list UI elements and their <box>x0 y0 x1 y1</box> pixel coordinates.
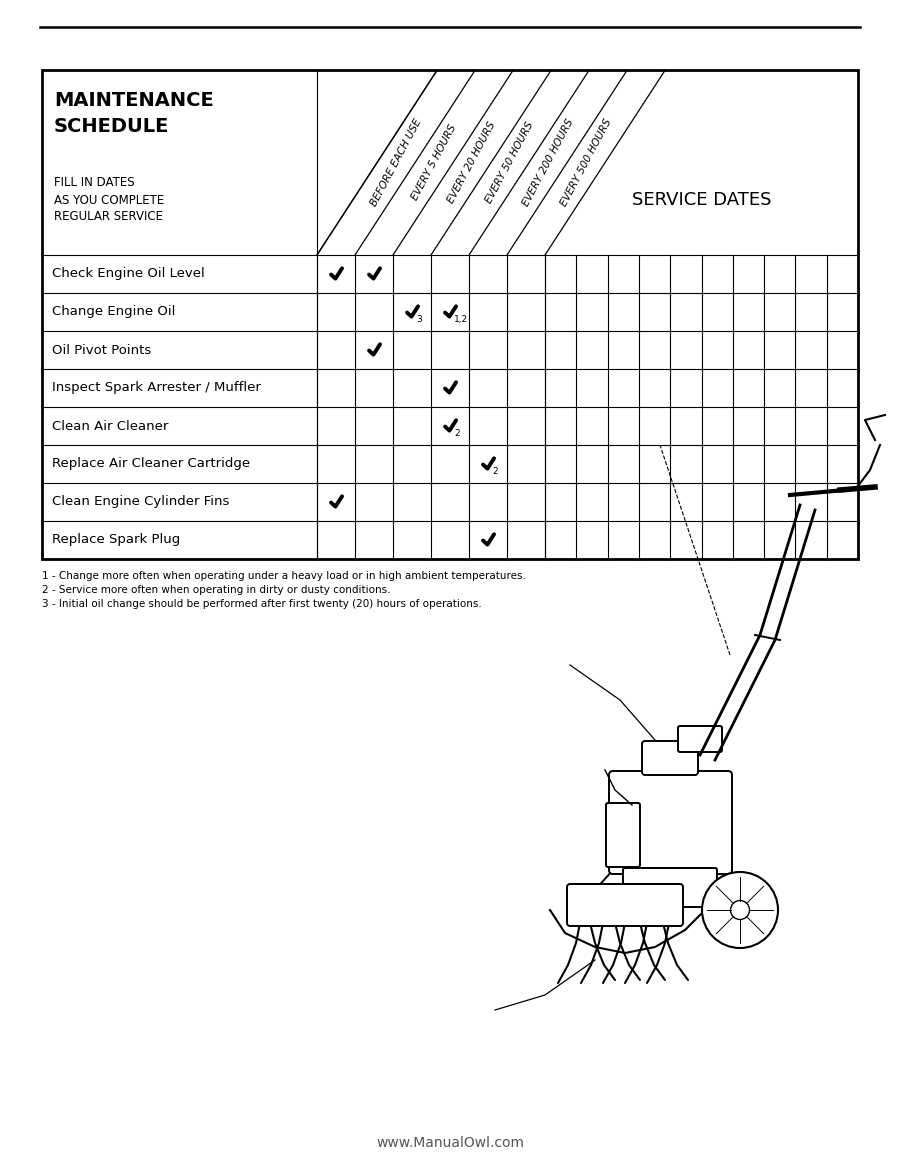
Text: SCHEDULE: SCHEDULE <box>54 118 169 136</box>
Text: BEFORE EACH USE: BEFORE EACH USE <box>369 118 423 207</box>
FancyBboxPatch shape <box>609 771 732 874</box>
Text: EVERY 200 HOURS: EVERY 200 HOURS <box>521 118 575 207</box>
Text: MAINTENANCE: MAINTENANCE <box>54 91 214 110</box>
FancyBboxPatch shape <box>623 868 717 908</box>
Text: Check Engine Oil Level: Check Engine Oil Level <box>52 268 205 281</box>
Text: FILL IN DATES: FILL IN DATES <box>54 177 135 190</box>
Text: www.ManualOwl.com: www.ManualOwl.com <box>376 1136 524 1150</box>
Text: Replace Air Cleaner Cartridge: Replace Air Cleaner Cartridge <box>52 458 250 471</box>
FancyBboxPatch shape <box>606 803 640 867</box>
Text: Clean Air Cleaner: Clean Air Cleaner <box>52 419 168 432</box>
Text: EVERY 20 HOURS: EVERY 20 HOURS <box>446 120 498 205</box>
Text: 2: 2 <box>454 429 460 438</box>
Text: Clean Engine Cylinder Fins: Clean Engine Cylinder Fins <box>52 495 230 508</box>
Text: 2: 2 <box>492 467 498 475</box>
Text: EVERY 500 HOURS: EVERY 500 HOURS <box>559 118 614 207</box>
Text: Inspect Spark Arrester / Muffler: Inspect Spark Arrester / Muffler <box>52 381 261 395</box>
Text: 3 - Initial oil change should be performed after first twenty (20) hours of oper: 3 - Initial oil change should be perform… <box>42 599 482 609</box>
Text: 3: 3 <box>416 315 422 324</box>
Text: EVERY 50 HOURS: EVERY 50 HOURS <box>484 120 536 205</box>
FancyBboxPatch shape <box>567 884 683 926</box>
Circle shape <box>702 871 778 948</box>
FancyBboxPatch shape <box>642 741 698 775</box>
Bar <box>42 70 858 559</box>
Text: 2 - Service more often when operating in dirty or dusty conditions.: 2 - Service more often when operating in… <box>42 585 391 595</box>
Text: 1 - Change more often when operating under a heavy load or in high ambient tempe: 1 - Change more often when operating und… <box>42 571 526 581</box>
Text: SERVICE DATES: SERVICE DATES <box>632 191 771 209</box>
Text: EVERY 5 HOURS: EVERY 5 HOURS <box>410 123 458 202</box>
Circle shape <box>731 901 750 919</box>
Text: AS YOU COMPLETE: AS YOU COMPLETE <box>54 193 164 206</box>
Text: 1,2: 1,2 <box>454 315 468 324</box>
Text: Change Engine Oil: Change Engine Oil <box>52 305 176 318</box>
Text: Replace Spark Plug: Replace Spark Plug <box>52 534 180 546</box>
Text: Oil Pivot Points: Oil Pivot Points <box>52 344 151 356</box>
Text: REGULAR SERVICE: REGULAR SERVICE <box>54 211 163 224</box>
FancyBboxPatch shape <box>678 726 722 751</box>
